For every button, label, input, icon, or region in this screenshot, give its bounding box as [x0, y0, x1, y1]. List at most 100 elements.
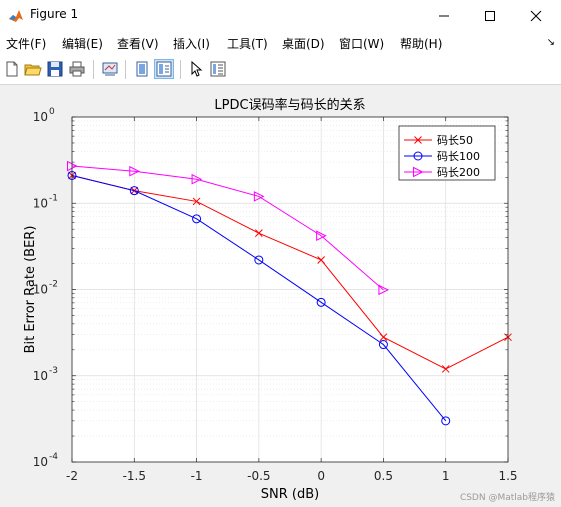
ticks-layer: [71, 116, 509, 463]
edit-plot-button[interactable]: [186, 59, 206, 79]
menu-tools[interactable]: 工具(T): [227, 37, 268, 51]
y-tick-label: 10 0: [33, 107, 55, 124]
maximize-button[interactable]: [467, 0, 513, 31]
toolbar: [0, 55, 561, 85]
legend-label: 码长200: [437, 166, 480, 179]
data-point: [129, 165, 140, 177]
legend-entry: 码长100: [404, 150, 480, 163]
new-figure-button[interactable]: [2, 59, 22, 79]
x-tick-label: -1: [191, 469, 203, 483]
x-tick-label: -1.5: [123, 469, 146, 483]
save-button[interactable]: [45, 59, 65, 79]
y-tick-base: 10: [33, 283, 48, 297]
y-tick-label: 10 -4: [33, 452, 59, 469]
series-line: [71, 174, 509, 370]
insert-legend-icon: [210, 61, 226, 77]
menu-insert[interactable]: 插入(I): [173, 37, 210, 51]
title-bar: Figure 1: [0, 0, 561, 31]
open-file-icon: [24, 64, 42, 76]
menu-help[interactable]: 帮助(H): [400, 37, 443, 51]
menu-desktop[interactable]: 桌面(D): [282, 37, 325, 51]
legend-label: 码长100: [437, 150, 480, 163]
toolbar-separator: [180, 60, 181, 79]
y-tick-exponent: -2: [49, 280, 58, 290]
legend-marker: [413, 151, 423, 161]
data-point: [441, 365, 450, 373]
matlab-icon: [9, 10, 23, 22]
x-axis-label: SNR (dB): [261, 487, 319, 502]
data-point: [129, 186, 139, 196]
new-figure-icon: [6, 61, 18, 77]
close-icon: [530, 10, 542, 21]
data-point: [254, 255, 264, 265]
series-line: [71, 165, 384, 291]
data-point: [441, 416, 451, 426]
legend-entry: 码长200: [404, 166, 480, 179]
y-tick-base: 10: [33, 455, 48, 469]
y-axis-label: Bit Error Rate (BER): [23, 226, 38, 354]
legend-label: 码长50: [437, 134, 473, 147]
x-tick-label: -0.5: [247, 469, 270, 483]
series-1: [67, 170, 451, 426]
minimize-button[interactable]: [421, 0, 467, 31]
show-plot-tools-button[interactable]: [154, 59, 174, 79]
x-tick-label: 1.5: [498, 469, 517, 483]
data-point: [253, 191, 265, 202]
toolbar-separator: [93, 60, 94, 79]
legend[interactable]: 码长50 码长100 码长200: [398, 125, 496, 181]
menu-window[interactable]: 窗口(W): [339, 37, 385, 51]
y-tick-base: 10: [33, 369, 48, 383]
y-tick-label: 10 -2: [33, 280, 58, 297]
y-tick-base: 10: [33, 110, 48, 124]
y-tick-label: 10 -3: [33, 366, 58, 383]
toolbar-separator: [125, 60, 126, 79]
y-tick-exponent: -1: [49, 193, 58, 203]
menu-bar: 文件(F) 编辑(E) 查看(V) 插入(I) 工具(T) 桌面(D) 窗口(W…: [0, 31, 561, 55]
menu-edit[interactable]: 编辑(E): [62, 37, 103, 51]
y-tick-base: 10: [33, 196, 48, 210]
x-tick-label: 0: [317, 469, 325, 483]
data-point: [191, 173, 203, 185]
menu-overflow-icon[interactable]: ↘: [546, 37, 555, 48]
data-point: [317, 256, 325, 264]
x-tick-labels: -2 -1.5 -1 -0.5 0 0.5 1 1.5: [66, 469, 518, 483]
series-line: [71, 174, 447, 422]
print-button[interactable]: [67, 59, 87, 79]
menu-view[interactable]: 查看(V): [117, 37, 159, 51]
x-tick-label: 1: [442, 469, 450, 483]
y-tick-exponent: 0: [49, 107, 55, 117]
link-plot-button[interactable]: [100, 59, 120, 79]
chart-title: LPDC误码率与码长的关系: [214, 97, 365, 113]
link-plot-icon: [102, 62, 118, 76]
data-point: [192, 214, 202, 224]
minor-grid: [72, 120, 508, 437]
save-icon: [47, 61, 63, 77]
data-point: [378, 284, 390, 296]
y-tick-exponent: -4: [49, 452, 58, 462]
series-0: [68, 171, 512, 373]
series-layer: [67, 160, 512, 426]
x-tick-label: 0.5: [374, 469, 393, 483]
close-button[interactable]: [513, 0, 559, 31]
x-tick-label: -2: [66, 469, 78, 483]
hide-plot-tools-icon: [136, 61, 148, 77]
print-icon: [69, 61, 85, 77]
insert-legend-button[interactable]: [208, 59, 228, 79]
menu-file[interactable]: 文件(F): [6, 37, 47, 51]
legend-marker: [413, 166, 424, 178]
minimize-icon: [439, 15, 449, 16]
y-tick-label: 10 -1: [33, 193, 58, 210]
open-file-button[interactable]: [23, 59, 43, 79]
data-point: [316, 297, 326, 307]
edit-plot-icon: [191, 60, 203, 77]
data-point: [379, 333, 388, 342]
data-point: [378, 340, 388, 350]
data-point: [192, 197, 201, 206]
legend-entry: 码长50: [404, 134, 473, 147]
data-point: [316, 230, 327, 242]
data-point: [255, 229, 263, 238]
hide-plot-tools-button[interactable]: [132, 59, 152, 79]
y-tick-exponent: -3: [49, 366, 58, 376]
